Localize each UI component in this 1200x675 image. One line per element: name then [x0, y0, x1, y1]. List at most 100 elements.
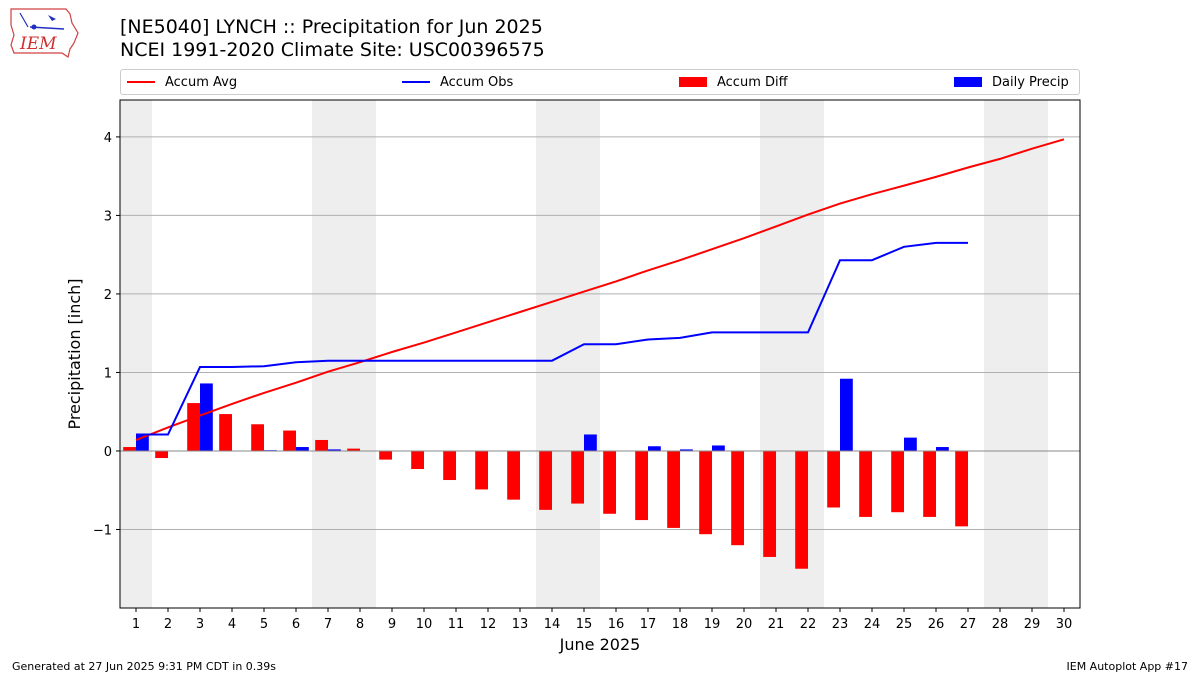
plot-frame [119, 99, 1081, 609]
chart-subtitle: NCEI 1991-2020 Climate Site: USC00396575 [120, 39, 545, 61]
daily-precip-bar [712, 445, 725, 451]
iem-logo: IEM [8, 5, 80, 63]
accum-diff-bar [635, 450, 648, 521]
accum-diff-bar [955, 450, 968, 527]
daily-precip-bar [328, 449, 341, 451]
accum-diff-bar [187, 403, 200, 451]
accum-diff-bar [667, 450, 680, 528]
x-tick-label: 2 [164, 617, 172, 632]
accum-obs-line [136, 241, 968, 436]
legend-item-accum-diff: Accum Diff [679, 70, 788, 94]
accum-avg-line [135, 138, 1065, 441]
daily-precip-bar [584, 434, 597, 451]
accum-diff-bar [731, 450, 744, 546]
x-tick-label: 7 [324, 617, 332, 632]
x-tick-label: 8 [356, 617, 364, 632]
accum-diff-bar [283, 430, 296, 451]
x-tick-label: 20 [736, 617, 753, 632]
x-tick-label: 3 [196, 617, 204, 632]
daily-precip-bar [296, 447, 309, 451]
x-tick-label: 11 [448, 617, 465, 632]
accum-diff-bar [219, 414, 232, 451]
x-tick-label: 6 [292, 617, 300, 632]
legend-label: Daily Precip [992, 74, 1069, 90]
y-axis-label: Precipitation [inch] [65, 278, 84, 429]
x-tick-label: 18 [672, 617, 689, 632]
accum-diff-bar [411, 450, 424, 470]
legend-item-accum-obs: Accum Obs [402, 70, 513, 94]
y-tick-label: −1 [93, 523, 112, 538]
x-tick-label: 12 [480, 617, 497, 632]
x-tick-label: 22 [800, 617, 817, 632]
chart-title-block: [NE5040] LYNCH :: Precipitation for Jun … [120, 16, 545, 62]
chart-title: [NE5040] LYNCH :: Precipitation for Jun … [120, 16, 543, 38]
legend-label: Accum Avg [165, 74, 238, 90]
weekend-shade [120, 100, 152, 608]
accum-diff-bar [475, 450, 488, 490]
daily-precip-bar [200, 383, 213, 451]
x-tick-label: 1 [132, 617, 140, 632]
accum-diff-bar [507, 450, 520, 500]
accum-diff-bar [123, 447, 136, 451]
accum-diff-bar [155, 450, 168, 459]
x-tick-label: 26 [928, 617, 945, 632]
accum-diff-bar [859, 450, 872, 517]
accum-diff-bar [315, 439, 328, 451]
accum-diff-bar [891, 450, 904, 513]
x-tick-label: 5 [260, 617, 268, 632]
accum-diff-bar [923, 450, 936, 517]
x-tick-label: 29 [1024, 617, 1041, 632]
x-tick-label: 15 [576, 617, 593, 632]
accum-diff-bar [379, 450, 392, 460]
x-tick-label: 10 [416, 617, 433, 632]
legend-label: Accum Diff [717, 74, 788, 90]
x-tick-label: 27 [960, 617, 977, 632]
accum-diff-bar [699, 450, 712, 535]
legend-item-accum-avg: Accum Avg [127, 70, 237, 94]
x-tick-label: 13 [512, 617, 529, 632]
legend-swatch-daily-precip [954, 77, 982, 87]
accum-diff-bar [251, 424, 264, 451]
legend: Accum Avg Accum Obs Accum Diff Daily Pre… [120, 69, 1080, 95]
accum-diff-bar [539, 450, 552, 510]
accum-diff-bar [443, 450, 456, 481]
y-tick-label: 3 [104, 209, 112, 224]
daily-precip-bar [840, 378, 853, 451]
footer-generated: Generated at 27 Jun 2025 9:31 PM CDT in … [12, 660, 277, 673]
accum-diff-bar [763, 450, 776, 557]
logo-text: IEM [19, 34, 57, 54]
y-tick-label: 0 [104, 445, 112, 460]
x-tick-label: 19 [704, 617, 721, 632]
weekend-shade [984, 100, 1048, 608]
x-tick-label: 4 [228, 617, 236, 632]
x-tick-label: 24 [864, 617, 881, 632]
x-tick-label: 16 [608, 617, 625, 632]
accum-diff-bar [827, 450, 840, 508]
x-tick-label: 25 [896, 617, 913, 632]
daily-precip-bar [904, 437, 917, 451]
y-tick-label: 4 [104, 131, 112, 146]
legend-swatch-accum-diff [679, 77, 707, 87]
legend-swatch-accum-obs [402, 81, 430, 83]
daily-precip-bar [936, 447, 949, 451]
x-tick-label: 28 [992, 617, 1009, 632]
x-tick-label: 17 [640, 617, 657, 632]
x-tick-label: 23 [832, 617, 849, 632]
accum-diff-bar [347, 448, 360, 451]
footer-app: IEM Autoplot App #17 [1066, 660, 1189, 673]
accum-diff-bar [603, 450, 616, 514]
x-tick-label: 14 [544, 617, 561, 632]
x-axis-label: June 2025 [559, 635, 641, 654]
x-tick-label: 30 [1056, 617, 1073, 632]
daily-precip-bar [648, 446, 661, 451]
weekend-shade [536, 100, 600, 608]
x-tick-label: 21 [768, 617, 785, 632]
y-tick-label: 2 [104, 288, 112, 303]
accum-diff-bar [795, 450, 808, 569]
y-tick-label: 1 [104, 366, 112, 381]
daily-precip-bar [680, 449, 693, 451]
legend-label: Accum Obs [440, 74, 514, 90]
weekend-shade [312, 100, 376, 608]
accum-diff-bar [571, 450, 584, 504]
